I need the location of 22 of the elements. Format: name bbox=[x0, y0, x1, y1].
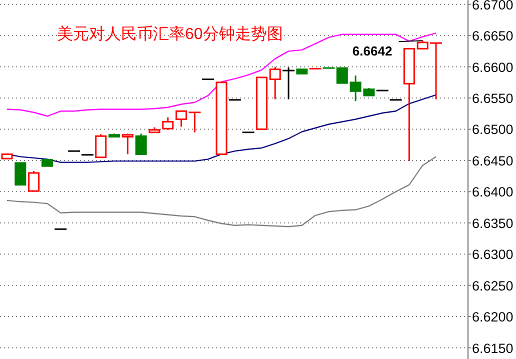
y-tick-label: 6.6550 bbox=[472, 91, 514, 106]
candlestick bbox=[41, 159, 53, 167]
y-tick-label: 6.6150 bbox=[472, 340, 514, 356]
candlestick bbox=[256, 76, 268, 130]
text: 美元对人民币汇率60分钟走势图 bbox=[57, 25, 283, 43]
y-tick-label: 6.6600 bbox=[472, 60, 514, 75]
candlestick bbox=[403, 48, 415, 162]
y-tick-label: 6.6450 bbox=[472, 153, 514, 168]
y-tick-label: 6.6250 bbox=[472, 278, 514, 294]
y-tick-label: 6.6350 bbox=[472, 216, 514, 231]
annotation: 6.6642 bbox=[352, 40, 424, 59]
y-tick-label: 6.6500 bbox=[472, 122, 514, 138]
y-tick-label: 6.6300 bbox=[472, 247, 514, 262]
candlestick bbox=[1, 153, 13, 160]
y-tick-label: 6.6650 bbox=[472, 28, 514, 44]
candlestick bbox=[296, 68, 308, 74]
y-tick-label: 6.6700 bbox=[472, 0, 514, 12]
annotation: 6.6642 bbox=[352, 44, 392, 59]
y-tick-label: 6.6400 bbox=[472, 184, 514, 200]
y-tick-label: 6.6200 bbox=[472, 310, 514, 325]
candlestick bbox=[216, 82, 228, 155]
candlestick bbox=[14, 162, 26, 186]
